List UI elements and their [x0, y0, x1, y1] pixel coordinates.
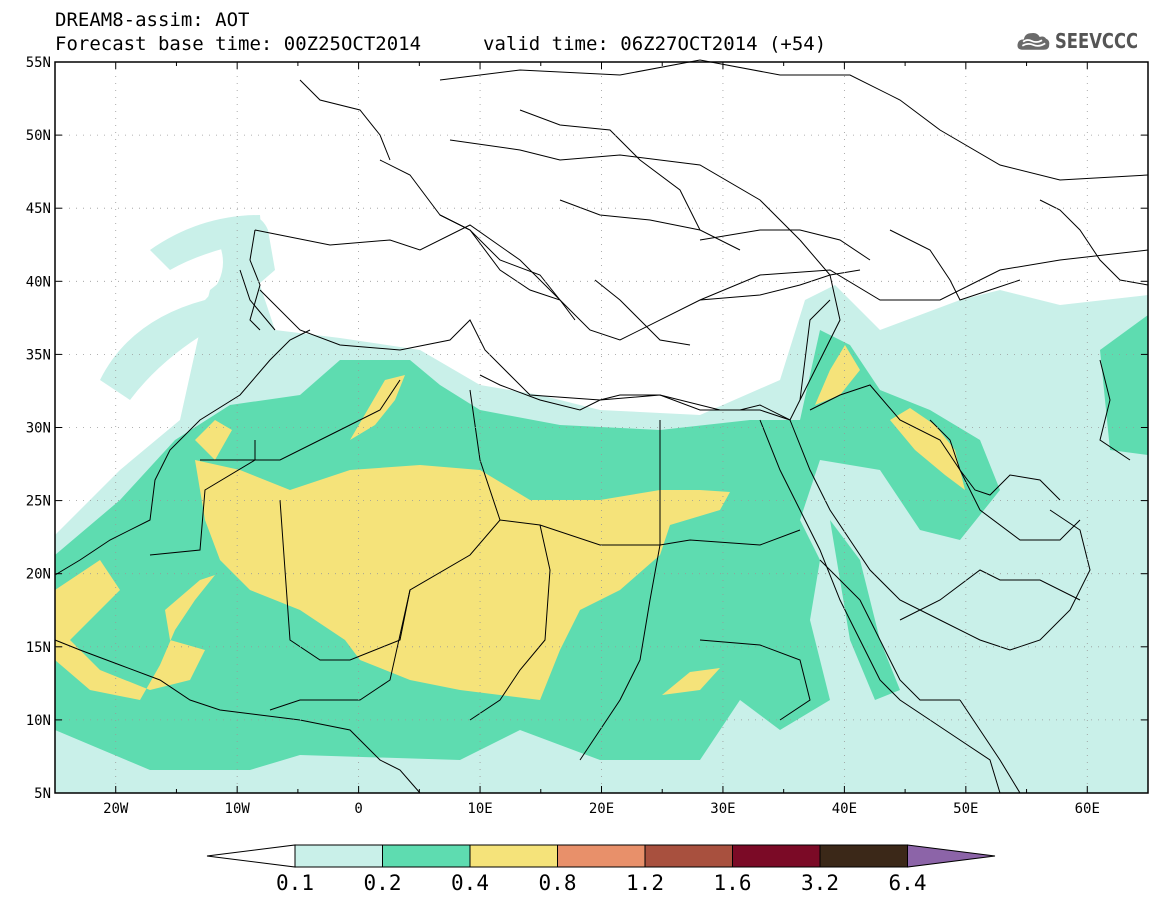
forecast-base-time: Forecast base time: 00Z25OCT2014 [55, 33, 422, 55]
lat-label: 20N [26, 567, 51, 583]
lat-label: 30N [26, 421, 51, 437]
lon-label: 20E [589, 801, 614, 817]
lat-label: 5N [34, 786, 51, 802]
seevccc-logo: SEEVCCC [1016, 24, 1156, 58]
colorbar-box [469, 844, 558, 868]
colorbar-tick-label: 3.2 [801, 871, 839, 895]
lat-label: 10N [26, 713, 51, 729]
colorbar-tick-label: 1.2 [626, 871, 664, 895]
map-title: DREAM8-assim: AOT [55, 9, 250, 31]
aot-contour-0.4-morocco [350, 375, 405, 440]
lat-label: 35N [26, 347, 51, 363]
colorbar-box [819, 844, 908, 868]
cloud-icon [1017, 32, 1050, 50]
colorbar-tick-label: 1.6 [713, 871, 752, 895]
aot-contour-0.2-east [1100, 315, 1148, 455]
aot-contour-0.4-iraq [815, 345, 860, 405]
lon-label: 60E [1075, 801, 1100, 817]
aot-contour-0.4 [195, 460, 730, 700]
colorbar-box [294, 844, 383, 868]
aot-contour-0.4-gulf [890, 408, 965, 490]
colorbar-tick-label: 0.4 [451, 871, 489, 895]
colorbar-min-arrow [206, 844, 296, 868]
lat-label: 50N [26, 128, 51, 144]
lon-label: 10W [225, 801, 251, 817]
country-borders [149, 59, 1149, 794]
coastlines [54, 214, 1091, 794]
colorbar-box [382, 844, 471, 868]
lat-label: 55N [26, 55, 51, 71]
aot-contour-0.4-nw [195, 420, 232, 460]
aot-contour-0.1-plume [100, 216, 275, 400]
colorbar-tick-label: 0.8 [538, 871, 577, 895]
colorbar-tick-label: 6.4 [888, 871, 927, 895]
lon-label: 40E [832, 801, 857, 817]
lon-label: 10E [467, 801, 492, 817]
lon-label: 30E [710, 801, 735, 817]
colorbar-tick-label: 0.2 [363, 871, 402, 895]
colorbar [206, 844, 996, 868]
lat-label: 25N [26, 494, 51, 510]
graticule [54, 61, 1149, 794]
longitude-labels: 20W 10W 0 10E 20E 30E 40E 50E 60E [103, 801, 1100, 817]
colorbar-box [644, 844, 733, 868]
colorbar-tick-label: 0.1 [276, 871, 314, 895]
colorbar-max-arrow [907, 844, 996, 868]
valid-time: valid time: 06Z27OCT2014 (+54) [483, 33, 827, 55]
lon-label: 0 [354, 801, 362, 817]
lat-label: 15N [26, 640, 51, 656]
aot-contour-0.4-coast [55, 560, 215, 700]
logo-text: SEEVCCC [1054, 29, 1138, 53]
aot-contour-0.1-atlantic [150, 215, 262, 270]
colorbar-box [732, 844, 821, 868]
aot-contour-0.4-sudan [662, 668, 720, 695]
latitude-labels: 55N 50N 45N 40N 35N 30N 25N 20N 15N 10N 5N [26, 55, 51, 802]
lon-label: 50E [953, 801, 978, 817]
lat-label: 40N [26, 274, 51, 290]
lat-label: 45N [26, 201, 51, 217]
lon-label: 20W [103, 801, 129, 817]
colorbar-box [557, 844, 646, 868]
